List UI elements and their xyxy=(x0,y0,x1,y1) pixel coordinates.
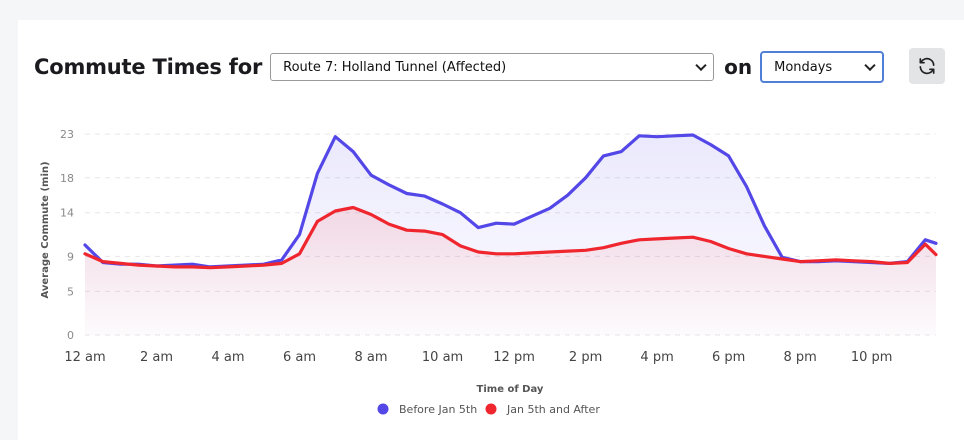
legend-label: Before Jan 5th xyxy=(399,403,477,416)
legend-marker xyxy=(377,403,389,415)
page-title: Commute Times for xyxy=(34,55,263,79)
x-tick-label: 10 pm xyxy=(851,350,893,365)
on-label: on xyxy=(724,55,753,79)
series-area-1 xyxy=(85,207,936,335)
y-tick-label: 9 xyxy=(67,250,74,263)
x-tick-label: 6 pm xyxy=(712,350,745,365)
legend-marker xyxy=(485,403,497,415)
x-tick-label: 4 pm xyxy=(640,350,673,365)
y-tick-label: 14 xyxy=(60,207,74,220)
y-tick-label: 5 xyxy=(67,285,74,298)
y-axis: 0 5 9 14 18 23 xyxy=(60,128,74,342)
legend: Before Jan 5th Jan 5th and After xyxy=(377,403,600,416)
x-tick-label: 8 am xyxy=(355,350,388,365)
series-areas xyxy=(85,135,936,335)
refresh-button[interactable] xyxy=(909,48,945,84)
x-tick-label: 4 am xyxy=(212,350,245,365)
route-select[interactable]: Route 7: Holland Tunnel (Affected) xyxy=(270,53,715,81)
y-axis-label: Average Commute (min) xyxy=(40,161,51,298)
day-select[interactable]: Mondays xyxy=(760,51,885,83)
x-tick-label: 6 am xyxy=(283,350,316,365)
x-tick-label: 12 am xyxy=(64,350,105,365)
x-tick-label: 2 am xyxy=(140,350,173,365)
x-tick-label: 10 am xyxy=(422,350,463,365)
x-axis: 12 am 2 am 4 am 6 am 8 am 10 am 12 pm 2 pm 4 pm 6… xyxy=(64,350,892,365)
refresh-icon xyxy=(919,57,935,75)
chart-header: Commute Times for Route 7: Holland Tunne… xyxy=(34,50,885,84)
x-axis-label: Time of Day xyxy=(477,384,544,395)
y-tick-label: 23 xyxy=(60,128,74,141)
y-tick-label: 0 xyxy=(67,329,74,342)
x-tick-label: 12 pm xyxy=(493,350,535,365)
legend-label: Jan 5th and After xyxy=(506,403,600,416)
y-tick-label: 18 xyxy=(60,172,74,185)
x-tick-label: 8 pm xyxy=(783,350,816,365)
day-select-value: Mondays xyxy=(774,59,833,75)
x-tick-label: 2 pm xyxy=(569,350,602,365)
series-line-1 xyxy=(83,205,938,270)
series-lines xyxy=(83,133,938,270)
route-select-value: Route 7: Holland Tunnel (Affected) xyxy=(283,59,507,75)
